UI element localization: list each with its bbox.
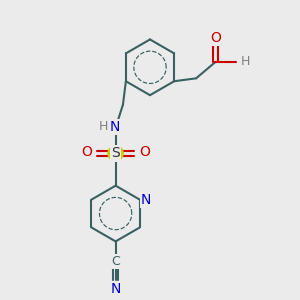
Text: O: O	[210, 31, 220, 45]
Text: N: N	[110, 282, 121, 296]
Text: O: O	[81, 145, 92, 159]
Text: S: S	[111, 146, 120, 161]
Text: H: H	[240, 55, 250, 68]
Text: O: O	[140, 145, 150, 159]
Text: H: H	[99, 120, 108, 133]
Text: N: N	[141, 193, 152, 207]
Text: C: C	[111, 255, 120, 268]
Circle shape	[108, 146, 123, 161]
Text: N: N	[110, 120, 120, 134]
